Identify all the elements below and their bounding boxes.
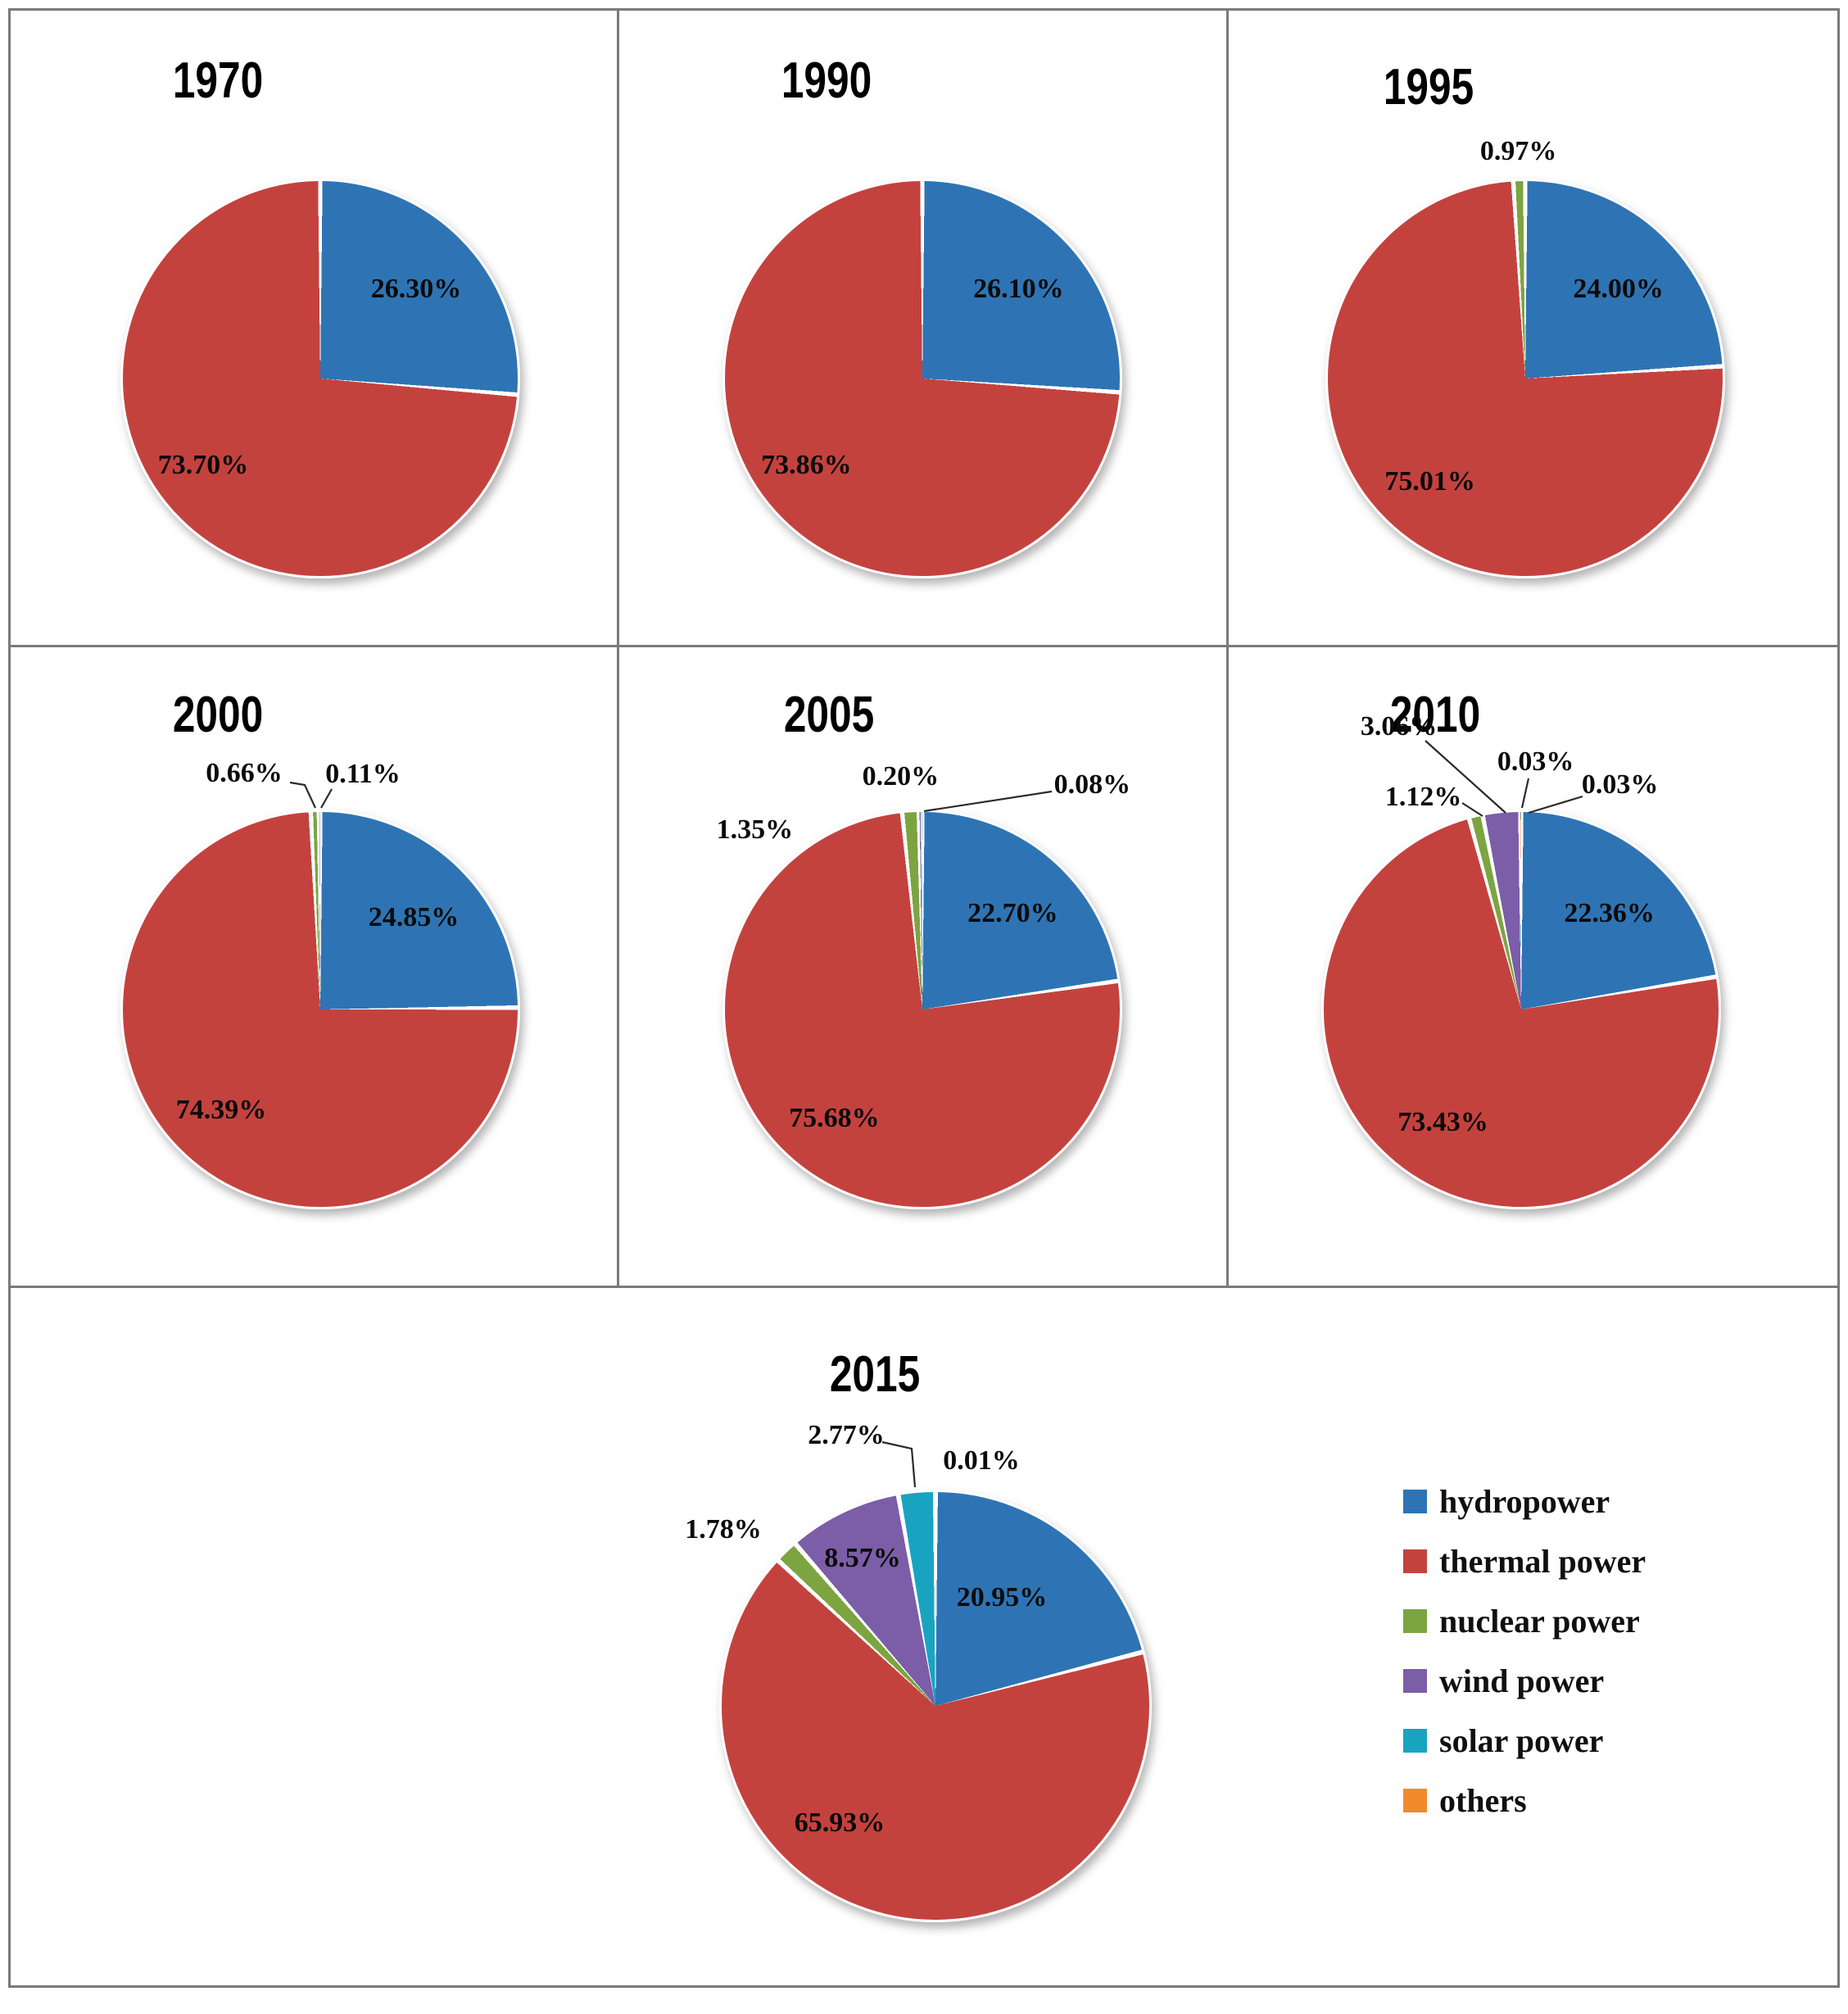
legend-label: hydropower [1439,1483,1610,1520]
pie-label-solar-power: 2.77% [808,1420,885,1450]
pie-label-nuclear-power: 1.78% [685,1514,762,1545]
chart-title-2015: 2015 [829,1346,921,1403]
chart-title-2010: 2010 [1389,687,1480,743]
pie-1970 [120,179,520,578]
pie-label-hydropower: 22.36% [1564,898,1655,928]
pie-2005 [722,810,1123,1209]
legend-label: others [1439,1782,1527,1819]
pie-label-solar-power: 0.03% [1497,746,1574,777]
pie-label-wind-power: 8.57% [824,1543,901,1573]
chart-cell-2000: 2000 0.66% 0.11% 24.85% 74.39% [11,647,620,1288]
legend: hydropower thermal power nuclear power w… [1403,1472,1646,1830]
pie-label-nuclear-power: 0.97% [1479,136,1557,166]
pie-label-nuclear-power: 0.66% [206,758,283,788]
pie-label-others: 0.01% [943,1445,1020,1476]
pie-label-others: 0.03% [1581,769,1659,800]
pie-label-nuclear-power: 1.35% [716,814,794,845]
pie-label-hydropower: 22.70% [967,898,1058,928]
chart-cell-2010: 2010 3.06% 1.12% 0.03% 0.03% 22.36% 73.4… [1228,647,1837,1288]
pie-1995 [1325,179,1725,578]
pie-label-wind-power: 0.20% [862,761,940,792]
hydropower-swatch-icon [1403,1490,1427,1513]
pie-label-thermal-power: 75.01% [1384,466,1475,497]
legend-label: wind power [1439,1662,1605,1699]
pie-chart-grid: 1970 26.30% 73.70% 1990 26.10% 73.86% 19… [8,8,1840,1988]
nuclear-power-swatch-icon [1403,1609,1427,1633]
chart-title-1970: 1970 [172,52,264,109]
pie-label-hydropower: 24.00% [1573,274,1664,304]
pie-label-thermal-power: 65.93% [794,1808,886,1838]
chart-title-1995: 1995 [1383,59,1474,116]
pie-label-thermal-power: 75.68% [789,1103,880,1133]
legend-item-hydropower: hydropower [1403,1472,1646,1531]
others-swatch-icon [1403,1789,1427,1812]
pie-label-nuclear-power: 1.12% [1384,782,1462,812]
pie-2000 [120,810,520,1209]
pie-label-hydropower: 20.95% [956,1582,1048,1613]
pie-label-thermal-power: 73.86% [761,450,852,480]
pie-label-hydropower: 26.10% [973,274,1064,304]
chart-cell-1995: 1995 0.97% 24.00% 75.01% [1228,11,1837,647]
solar-power-swatch-icon [1403,1729,1427,1753]
legend-item-nuclear-power: nuclear power [1403,1591,1646,1651]
legend-label: nuclear power [1439,1603,1640,1640]
legend-item-others: others [1403,1771,1646,1830]
legend-item-wind-power: wind power [1403,1651,1646,1711]
legend-label: thermal power [1439,1543,1646,1580]
pie-label-thermal-power: 74.39% [175,1095,267,1125]
pie-1990 [722,179,1123,578]
chart-cell-2005: 2005 1.35% 0.20% 0.08% 22.70% 75.68% [619,647,1229,1288]
pie-label-wind-power: 3.06% [1360,711,1438,742]
wind-power-swatch-icon [1403,1669,1427,1693]
legend-label: solar power [1439,1722,1604,1759]
pie-label-thermal-power: 73.43% [1397,1107,1488,1137]
pie-label-hydropower: 26.30% [370,274,462,304]
chart-cell-2015: 2015 2.77% 0.01% 1.78% 8.57% 20.95% 65.9… [11,1288,1837,1985]
chart-title-2005: 2005 [784,687,875,743]
pie-2015 [719,1490,1152,1922]
pie-label-wind-power: 0.11% [325,759,401,789]
pie-label-solar-power: 0.08% [1053,769,1131,800]
chart-title-1990: 1990 [781,52,872,109]
pie-label-thermal-power: 73.70% [157,450,249,480]
legend-item-solar-power: solar power [1403,1711,1646,1771]
pie-2010 [1320,810,1721,1209]
chart-cell-1970: 1970 26.30% 73.70% [11,11,620,647]
legend-item-thermal-power: thermal power [1403,1531,1646,1591]
thermal-power-swatch-icon [1403,1549,1427,1573]
chart-cell-1990: 1990 26.10% 73.86% [619,11,1229,647]
pie-label-hydropower: 24.85% [368,902,460,932]
chart-title-2000: 2000 [172,687,264,743]
